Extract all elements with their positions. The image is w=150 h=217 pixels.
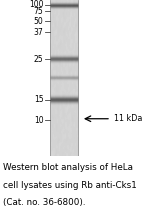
Text: cell lysates using Rb anti-Cks1: cell lysates using Rb anti-Cks1	[3, 181, 137, 190]
Text: 11 kDa: 11 kDa	[114, 114, 142, 123]
Text: 25: 25	[34, 55, 43, 64]
Text: 37: 37	[34, 28, 44, 36]
Text: 75: 75	[34, 7, 44, 16]
Text: 50: 50	[34, 16, 44, 26]
Text: 10: 10	[34, 116, 43, 125]
Text: 100: 100	[29, 0, 44, 9]
Text: (Cat. no. 36-6800).: (Cat. no. 36-6800).	[3, 198, 85, 207]
Text: Western blot analysis of HeLa: Western blot analysis of HeLa	[3, 163, 133, 172]
Text: 15: 15	[34, 95, 43, 105]
